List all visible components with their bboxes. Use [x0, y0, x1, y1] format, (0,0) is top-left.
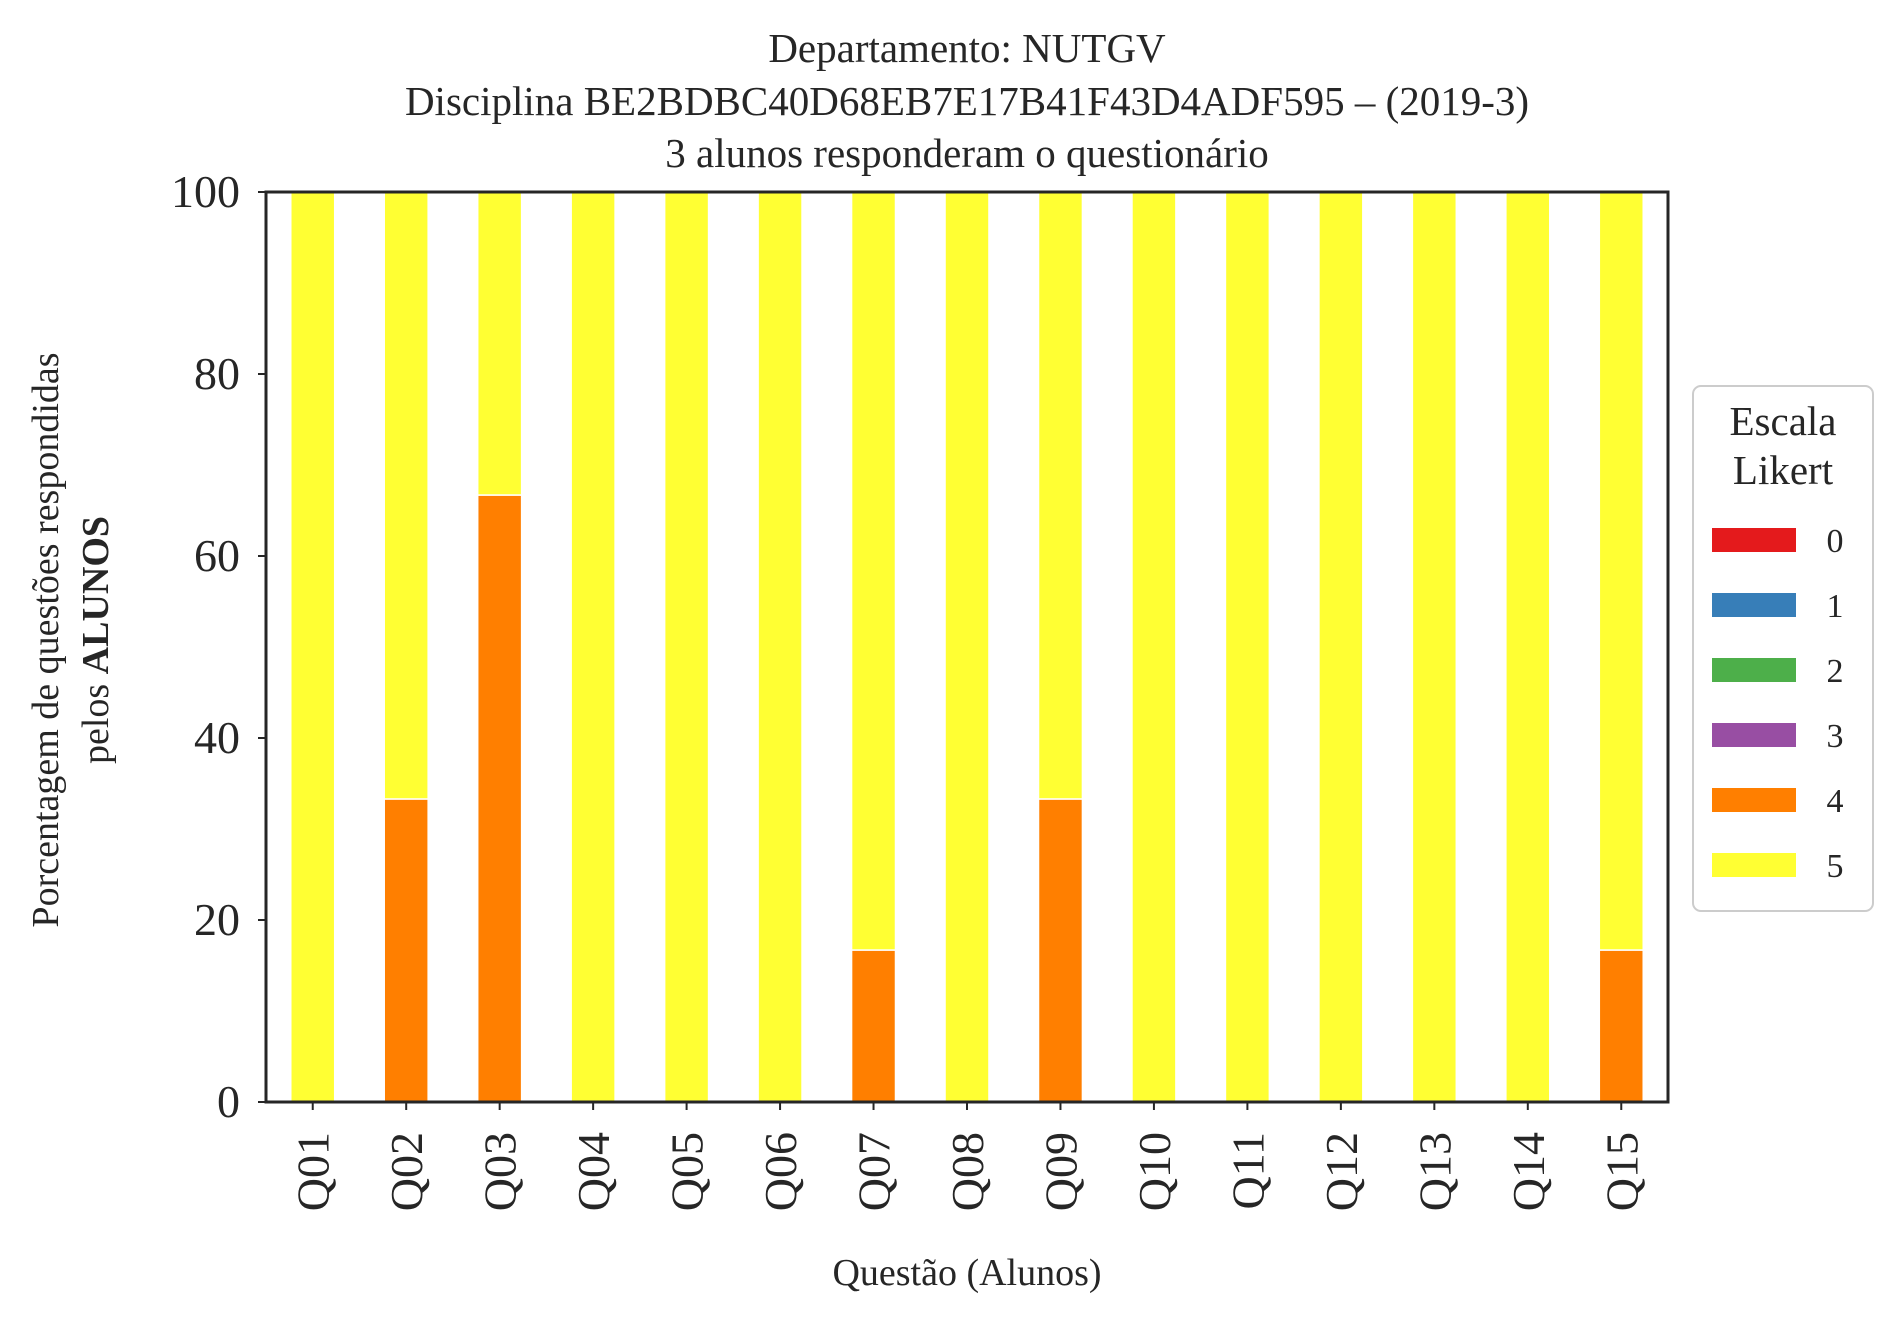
- plot-frame: [264, 190, 1670, 1104]
- bar-q15-likert-4: [1598, 949, 1644, 1103]
- y-tick-label: 100: [171, 166, 240, 217]
- chart-title-line-3: 3 alunos responderam o questionário: [665, 130, 1268, 176]
- bar-q03-likert-4: [476, 494, 523, 1103]
- legend-label-2: 2: [1827, 653, 1844, 690]
- x-tick-label: Q09: [1035, 1132, 1086, 1211]
- legend-swatch-0: [1712, 528, 1796, 552]
- legend-title-line-1: Escala: [1730, 398, 1837, 444]
- x-tick-label: Q15: [1596, 1132, 1647, 1211]
- bar-q02-likert-5: [383, 191, 429, 800]
- bar-q05-likert-5: [663, 191, 710, 1103]
- legend-label-0: 0: [1827, 523, 1844, 560]
- x-axis-label: Questão (Alunos): [832, 1252, 1101, 1294]
- y-axis-label: Porcentagem de questões respondidas pelo…: [25, 352, 117, 927]
- bar-q12-likert-5: [1318, 191, 1364, 1103]
- x-tick-label: Q08: [942, 1132, 993, 1211]
- bar-q07-likert-5: [850, 191, 897, 951]
- bar-q08-likert-5: [944, 191, 990, 1103]
- legend-label-5: 5: [1827, 848, 1844, 885]
- bars-layer: [290, 191, 1644, 1103]
- bar-q15-likert-5: [1598, 191, 1644, 951]
- legend-label-1: 1: [1827, 588, 1844, 625]
- bar-q06-likert-5: [757, 191, 803, 1103]
- legend-items: 0 1 2 3 4 5: [1712, 523, 1844, 885]
- bar-q04-likert-5: [570, 191, 616, 1103]
- chart-title-line-2: Disciplina BE2BDBC40D68EB7E17B41F43D4ADF…: [405, 78, 1529, 124]
- y-tick-label: 20: [194, 894, 240, 945]
- y-axis-label-line-1: Porcentagem de questões respondidas: [25, 352, 67, 927]
- legend-label-3: 3: [1827, 718, 1844, 755]
- x-tick-label: Q10: [1129, 1132, 1180, 1211]
- x-tick-label: Q01: [288, 1132, 339, 1211]
- bar-q03-likert-5: [476, 191, 523, 496]
- legend-swatch-2: [1712, 658, 1796, 682]
- y-tick-label: 80: [194, 348, 240, 399]
- x-tick-label: Q11: [1222, 1132, 1273, 1210]
- y-tick-label: 60: [194, 530, 240, 581]
- bar-q11-likert-5: [1224, 191, 1271, 1103]
- x-tick-label: Q02: [381, 1132, 432, 1211]
- bar-q01-likert-5: [290, 191, 336, 1103]
- y-axis-label-line-2: pelos ALUNOS: [75, 516, 117, 764]
- x-ticks: Q01 Q02 Q03 Q04 Q05 Q06 Q07 Q08 Q09 Q10 Q11 Q12 Q13 Q…: [288, 1102, 1647, 1211]
- x-tick-label: Q06: [755, 1132, 806, 1211]
- x-tick-label: Q12: [1316, 1132, 1367, 1211]
- legend-label-4: 4: [1827, 783, 1844, 820]
- legend-swatch-4: [1712, 788, 1796, 812]
- x-tick-label: Q07: [849, 1132, 900, 1211]
- bar-q09-likert-4: [1037, 798, 1084, 1103]
- x-tick-label: Q14: [1503, 1132, 1554, 1211]
- chart-title-line-1: Departamento: NUTGV: [768, 25, 1166, 71]
- x-tick-label: Q13: [1409, 1132, 1460, 1211]
- y-tick-label: 40: [194, 712, 240, 763]
- bar-q14-likert-5: [1505, 191, 1551, 1103]
- x-tick-label: Q03: [475, 1132, 526, 1211]
- x-tick-label: Q04: [568, 1132, 619, 1211]
- legend-swatch-1: [1712, 593, 1796, 617]
- bar-q02-likert-4: [383, 798, 429, 1103]
- y-axis-label-pelos: pelos: [75, 674, 117, 764]
- y-tick-label: 0: [217, 1076, 240, 1127]
- y-axis-label-alunos: ALUNOS: [75, 516, 117, 674]
- legend-swatch-3: [1712, 723, 1796, 747]
- legend-title-line-2: Likert: [1733, 447, 1834, 493]
- bar-q13-likert-5: [1411, 191, 1458, 1103]
- chart-title: Departamento: NUTGV Disciplina BE2BDBC40…: [405, 25, 1529, 176]
- bar-q09-likert-5: [1037, 191, 1084, 800]
- x-tick-label: Q05: [662, 1132, 713, 1211]
- bar-q10-likert-5: [1131, 191, 1177, 1103]
- legend-box: [1692, 385, 1874, 912]
- bar-q07-likert-4: [850, 949, 897, 1103]
- legend-swatch-5: [1712, 853, 1796, 877]
- y-ticks: 0 20 40 60 80 100: [171, 166, 266, 1127]
- legend: Escala Likert 0 1 2 3 4 5: [1692, 385, 1874, 912]
